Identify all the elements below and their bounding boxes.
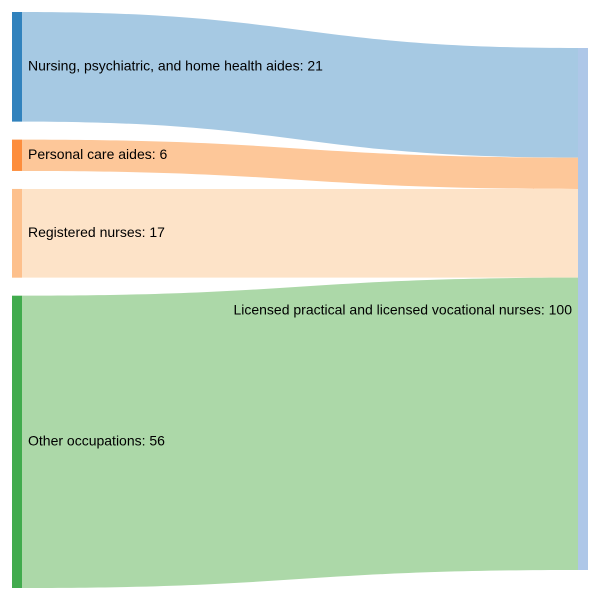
sankey-source-node-1 (12, 139, 22, 171)
sankey-source-label-1: Personal care aides: 6 (28, 146, 168, 162)
sankey-target-label: Licensed practical and licensed vocation… (233, 302, 572, 318)
sankey-link-2 (22, 188, 578, 278)
sankey-link-1 (22, 139, 578, 189)
sankey-link-0 (22, 12, 578, 158)
sankey-link-3 (22, 277, 578, 588)
sankey-source-label-3: Other occupations: 56 (28, 433, 165, 449)
sankey-source-label-0: Nursing, psychiatric, and home health ai… (28, 58, 323, 74)
sankey-source-label-2: Registered nurses: 17 (28, 224, 165, 240)
sankey-source-node-3 (12, 295, 22, 588)
sankey-target-node (578, 48, 588, 570)
sankey-source-node-2 (12, 188, 22, 278)
sankey-source-node-0 (12, 12, 22, 122)
